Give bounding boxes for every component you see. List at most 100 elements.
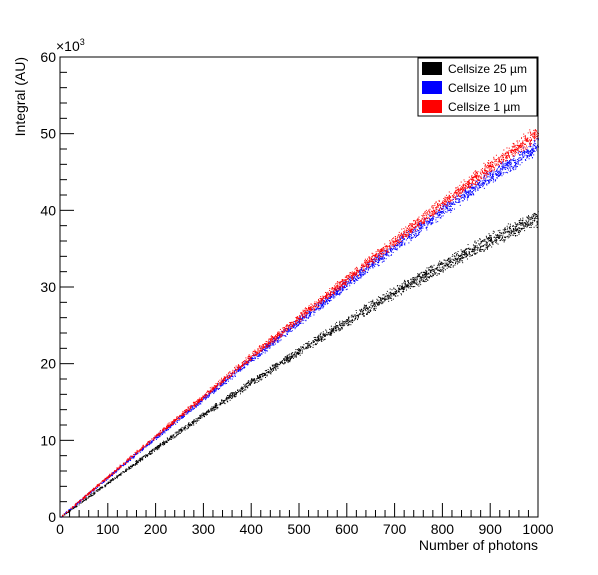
data-point <box>490 173 492 175</box>
data-point <box>332 327 334 329</box>
data-point <box>330 333 332 335</box>
data-point <box>272 365 274 367</box>
data-point <box>322 307 324 309</box>
data-point <box>144 455 146 457</box>
data-point <box>404 282 406 284</box>
data-point <box>407 238 409 240</box>
data-point <box>469 248 471 250</box>
data-point <box>238 390 240 392</box>
series-points <box>60 137 539 518</box>
data-point <box>305 347 307 349</box>
data-point <box>158 445 160 447</box>
data-point <box>482 240 484 242</box>
data-point <box>350 281 352 283</box>
data-point <box>357 278 359 280</box>
data-point <box>308 316 310 318</box>
data-point <box>507 227 509 229</box>
data-point <box>424 280 426 282</box>
data-point <box>210 407 212 409</box>
data-point <box>472 186 474 188</box>
data-point <box>424 224 426 226</box>
data-point <box>354 280 356 282</box>
data-point <box>180 428 182 430</box>
data-point <box>424 271 426 273</box>
data-point <box>521 229 523 231</box>
data-point <box>346 288 348 290</box>
data-point <box>258 351 260 353</box>
data-point <box>411 283 413 285</box>
data-point <box>134 463 136 465</box>
data-point <box>471 184 473 186</box>
data-point <box>532 217 534 219</box>
data-point <box>180 428 182 430</box>
data-point <box>252 379 254 381</box>
data-point <box>379 255 381 257</box>
data-point <box>168 427 170 429</box>
data-point <box>490 240 492 242</box>
data-point <box>273 366 275 368</box>
data-point <box>107 482 109 484</box>
data-point <box>413 279 415 281</box>
data-point <box>420 219 422 221</box>
data-point <box>468 253 470 255</box>
data-point <box>522 227 524 229</box>
data-point <box>374 258 376 260</box>
data-point <box>273 344 275 346</box>
data-point <box>440 262 442 264</box>
data-point <box>518 150 520 152</box>
data-point <box>341 287 343 289</box>
data-point <box>488 238 490 240</box>
data-point <box>370 302 372 304</box>
data-point <box>392 298 394 300</box>
data-point <box>318 309 320 311</box>
data-point <box>413 281 415 283</box>
data-point <box>395 295 397 297</box>
data-point <box>120 474 122 476</box>
data-point <box>534 141 536 143</box>
data-point <box>407 286 409 288</box>
data-point <box>234 372 236 374</box>
data-point <box>424 272 426 274</box>
data-point <box>286 331 288 333</box>
data-point <box>295 323 297 325</box>
data-point <box>242 388 244 390</box>
data-point <box>500 233 502 235</box>
data-point <box>287 325 289 327</box>
data-point <box>294 351 296 353</box>
data-point <box>342 324 344 326</box>
data-point <box>267 370 269 372</box>
data-point <box>528 215 530 217</box>
data-point <box>123 464 125 466</box>
data-point <box>522 220 524 222</box>
data-point <box>374 304 376 306</box>
data-point <box>155 437 157 439</box>
data-point <box>240 390 242 392</box>
data-point <box>495 238 497 240</box>
data-point <box>293 354 295 356</box>
data-point <box>377 256 379 258</box>
data-point <box>531 157 533 159</box>
data-point <box>420 222 422 224</box>
data-point <box>286 333 288 335</box>
data-point <box>474 240 476 242</box>
data-point <box>356 276 358 278</box>
data-point <box>362 315 364 317</box>
data-point <box>467 192 469 194</box>
data-point <box>259 374 261 376</box>
data-point <box>158 445 160 447</box>
data-point <box>203 397 205 399</box>
data-point <box>180 431 182 433</box>
data-point <box>161 434 163 436</box>
data-point <box>352 276 354 278</box>
data-point <box>527 225 529 227</box>
data-point <box>366 312 368 314</box>
data-point <box>515 163 517 165</box>
data-point <box>460 249 462 251</box>
data-point <box>288 329 290 331</box>
data-point <box>493 236 495 238</box>
data-point <box>361 272 363 274</box>
data-point <box>341 283 343 285</box>
data-point <box>324 301 326 303</box>
data-point <box>363 304 365 306</box>
data-point <box>315 308 317 310</box>
